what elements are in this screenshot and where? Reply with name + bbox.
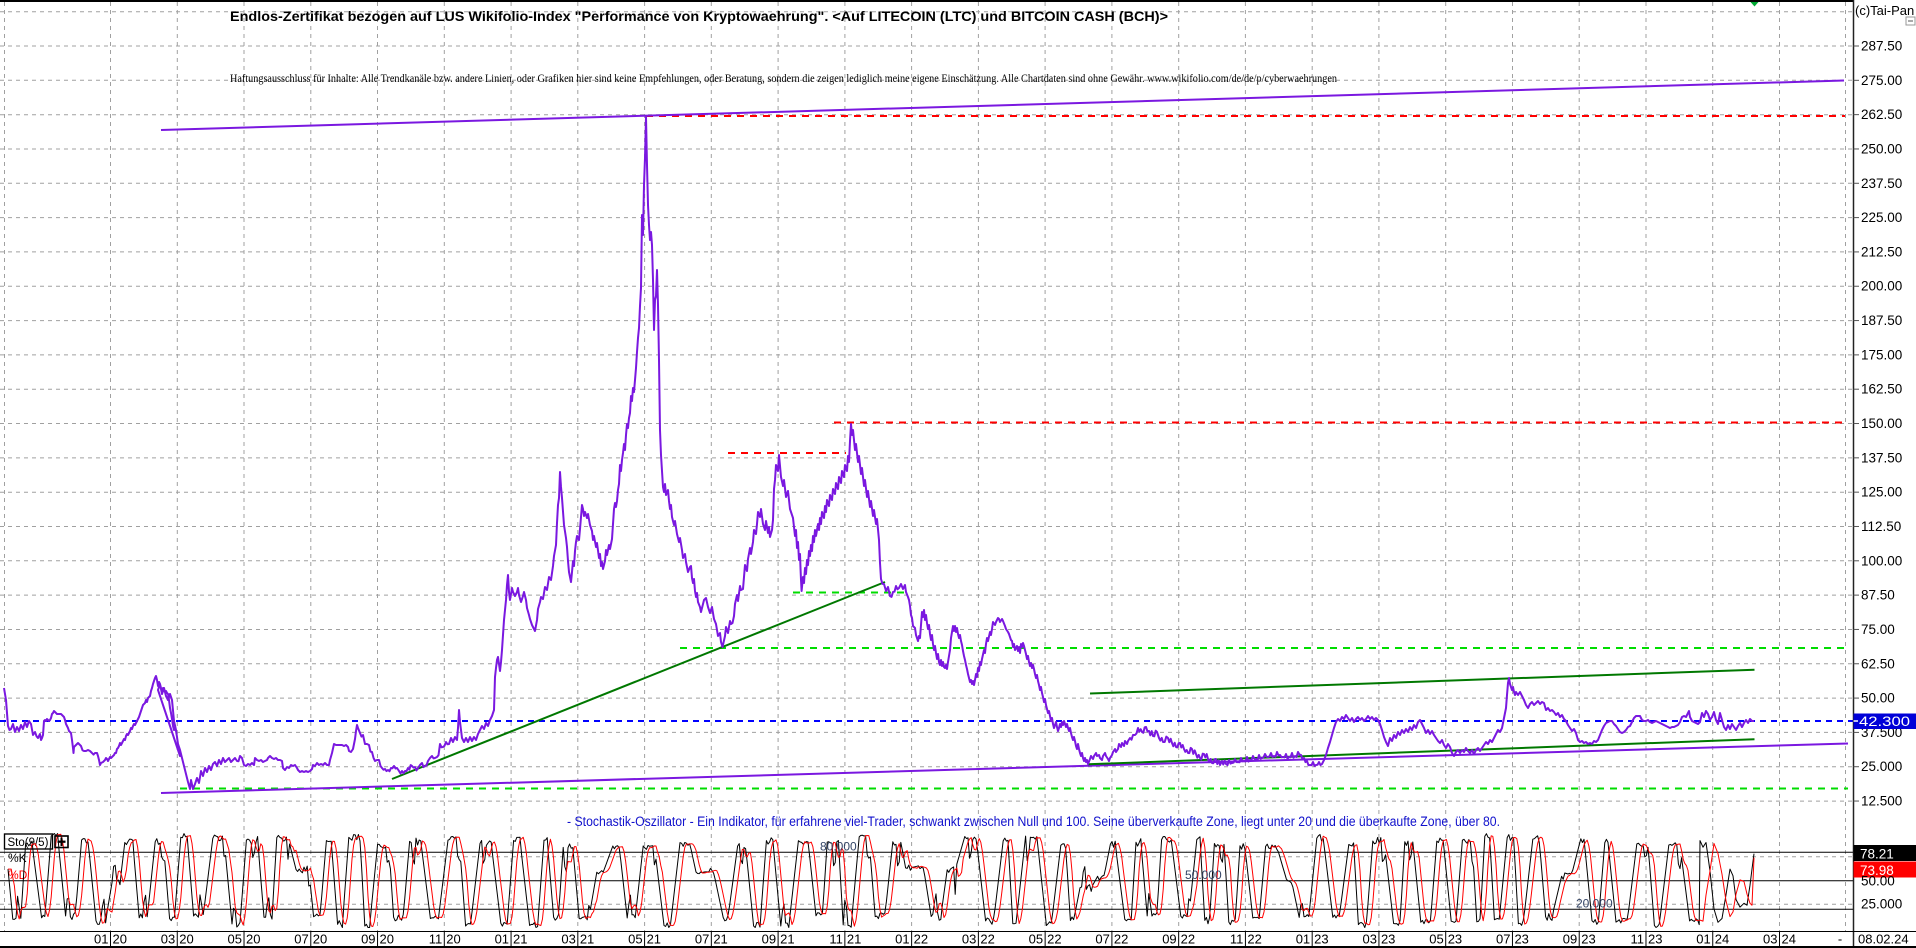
svg-text:%K: %K: [8, 851, 27, 865]
svg-text:20: 20: [246, 932, 260, 947]
svg-text:09: 09: [1162, 932, 1176, 947]
svg-text:09: 09: [361, 932, 375, 947]
svg-text:262.50: 262.50: [1861, 107, 1902, 122]
svg-text:22: 22: [1114, 932, 1128, 947]
svg-text:20.000: 20.000: [1576, 897, 1613, 911]
svg-text:09: 09: [762, 932, 776, 947]
svg-text:07: 07: [1496, 932, 1510, 947]
svg-text:24: 24: [1782, 932, 1796, 947]
svg-text:01: 01: [94, 932, 108, 947]
svg-text:01: 01: [895, 932, 909, 947]
svg-text:23: 23: [1448, 932, 1462, 947]
svg-text:21: 21: [780, 932, 794, 947]
svg-text:24: 24: [1715, 932, 1729, 947]
svg-text:11: 11: [429, 932, 443, 947]
svg-text:175.00: 175.00: [1861, 347, 1902, 362]
svg-text:03: 03: [962, 932, 976, 947]
svg-text:(c)Tai-Pan: (c)Tai-Pan: [1855, 3, 1914, 18]
svg-text:25.000: 25.000: [1861, 759, 1902, 774]
svg-text:08.02.24: 08.02.24: [1858, 932, 1909, 947]
svg-text:237.50: 237.50: [1861, 176, 1902, 191]
svg-text:07: 07: [1095, 932, 1109, 947]
svg-text:22: 22: [980, 932, 994, 947]
svg-text:11: 11: [829, 932, 843, 947]
svg-text:Haftungsausschluss für Inhalte: Haftungsausschluss für Inhalte: Alle Tre…: [230, 71, 1337, 85]
svg-text:23: 23: [1381, 932, 1395, 947]
svg-text:01: 01: [1296, 932, 1310, 947]
svg-text:21: 21: [513, 932, 527, 947]
svg-text:23: 23: [1514, 932, 1528, 947]
svg-text:73.98: 73.98: [1860, 863, 1894, 878]
svg-text:187.50: 187.50: [1861, 313, 1902, 328]
svg-text:11: 11: [1230, 932, 1244, 947]
svg-text:87.50: 87.50: [1861, 588, 1895, 603]
svg-text:80.000: 80.000: [820, 840, 857, 854]
svg-text:23: 23: [1314, 932, 1328, 947]
svg-text:05: 05: [1029, 932, 1043, 947]
svg-text:- Stochastik-Oszillator - Ein: - Stochastik-Oszillator - Ein Indikator,…: [567, 814, 1500, 829]
svg-text:05: 05: [1429, 932, 1443, 947]
svg-text:200.00: 200.00: [1861, 279, 1902, 294]
svg-text:112.50: 112.50: [1861, 519, 1901, 534]
svg-text:20: 20: [313, 932, 327, 947]
svg-text:01: 01: [1696, 932, 1710, 947]
svg-text:62.50: 62.50: [1861, 656, 1895, 671]
svg-text:75.00: 75.00: [1861, 622, 1895, 637]
svg-text:09: 09: [1563, 932, 1577, 947]
svg-text:50.00: 50.00: [1861, 873, 1895, 888]
svg-text:100.00: 100.00: [1861, 553, 1902, 568]
svg-text:212.50: 212.50: [1861, 244, 1902, 259]
svg-text:03: 03: [1763, 932, 1777, 947]
svg-text:20: 20: [113, 932, 127, 947]
svg-text:03: 03: [561, 932, 575, 947]
svg-text:Sto(9/5): Sto(9/5): [8, 837, 49, 849]
svg-text:20: 20: [380, 932, 394, 947]
svg-text:05: 05: [628, 932, 642, 947]
svg-text:21: 21: [647, 932, 661, 947]
svg-text:11: 11: [1630, 932, 1644, 947]
svg-text:22: 22: [914, 932, 928, 947]
svg-text:287.50: 287.50: [1861, 39, 1902, 54]
svg-text:250.00: 250.00: [1861, 141, 1902, 156]
svg-text:23: 23: [1648, 932, 1662, 947]
svg-text:05: 05: [228, 932, 242, 947]
svg-text:162.50: 162.50: [1861, 382, 1902, 397]
svg-text:Endlos-Zertifikat bezogen auf: Endlos-Zertifikat bezogen auf LUS Wikifo…: [230, 8, 1168, 24]
svg-text:125.00: 125.00: [1861, 485, 1902, 500]
svg-text:20: 20: [179, 932, 193, 947]
svg-text:50.00: 50.00: [1861, 691, 1895, 706]
svg-text:275.00: 275.00: [1861, 73, 1902, 88]
svg-text:150.00: 150.00: [1861, 416, 1902, 431]
svg-text:22: 22: [1047, 932, 1061, 947]
svg-text:23: 23: [1581, 932, 1595, 947]
svg-text:01: 01: [495, 932, 509, 947]
svg-text:42.300: 42.300: [1859, 714, 1910, 729]
svg-text:-: -: [1838, 932, 1842, 947]
svg-text:03: 03: [1362, 932, 1376, 947]
svg-text:22: 22: [1247, 932, 1261, 947]
svg-text:20: 20: [446, 932, 460, 947]
svg-text:07: 07: [294, 932, 308, 947]
svg-text:225.00: 225.00: [1861, 210, 1902, 225]
svg-text:78.21: 78.21: [1860, 847, 1894, 862]
svg-text:22: 22: [1181, 932, 1195, 947]
svg-text:50.000: 50.000: [1185, 868, 1222, 882]
svg-text:21: 21: [847, 932, 861, 947]
svg-text:25.000: 25.000: [1861, 897, 1902, 912]
svg-text:21: 21: [580, 932, 594, 947]
svg-text:137.50: 137.50: [1861, 450, 1902, 465]
svg-text:12.500: 12.500: [1861, 794, 1902, 809]
svg-text:21: 21: [713, 932, 727, 947]
svg-text:07: 07: [695, 932, 709, 947]
svg-text:03: 03: [161, 932, 175, 947]
